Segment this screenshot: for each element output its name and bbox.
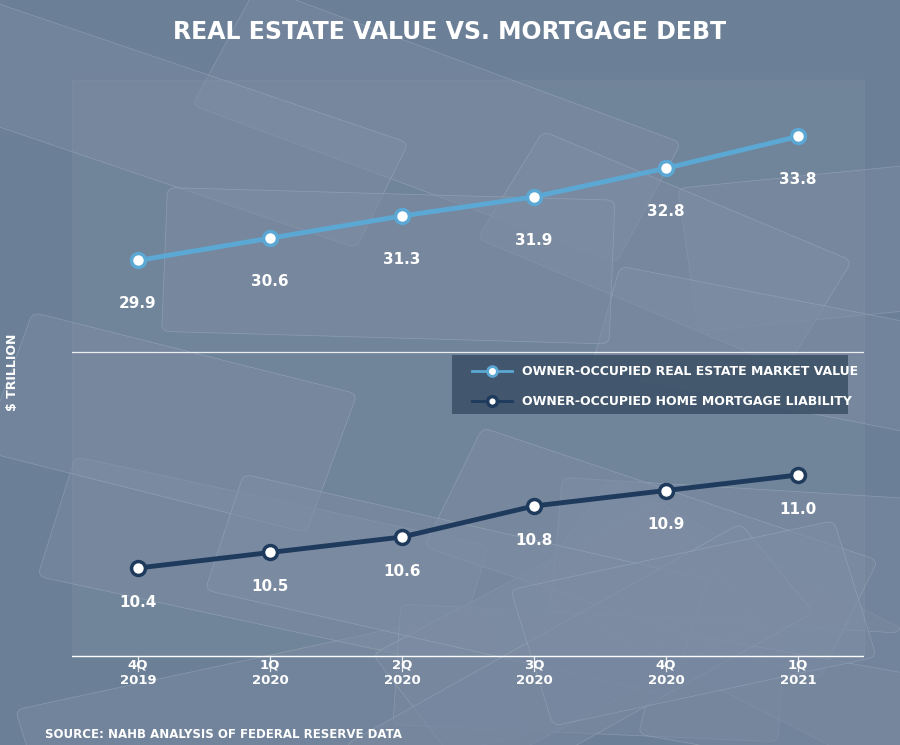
Text: 33.8: 33.8 (779, 172, 817, 187)
FancyBboxPatch shape (207, 475, 706, 694)
Text: 2020: 2020 (383, 674, 420, 687)
Text: 2020: 2020 (648, 674, 684, 687)
Text: SOURCE: NAHB ANALYSIS OF FEDERAL RESERVE DATA: SOURCE: NAHB ANALYSIS OF FEDERAL RESERVE… (45, 729, 402, 741)
FancyBboxPatch shape (480, 133, 850, 366)
FancyBboxPatch shape (0, 314, 356, 531)
FancyBboxPatch shape (512, 522, 875, 725)
Text: 10.8: 10.8 (516, 533, 553, 548)
FancyBboxPatch shape (194, 0, 679, 260)
FancyBboxPatch shape (17, 609, 526, 745)
FancyBboxPatch shape (551, 478, 900, 633)
Text: OWNER-OCCUPIED REAL ESTATE MARKET VALUE: OWNER-OCCUPIED REAL ESTATE MARKET VALUE (522, 365, 859, 378)
Text: 30.6: 30.6 (251, 274, 289, 289)
Text: 10.6: 10.6 (383, 564, 421, 579)
FancyBboxPatch shape (0, 0, 406, 246)
Text: 2Q: 2Q (392, 659, 412, 671)
Text: 2020: 2020 (252, 674, 288, 687)
Text: 1Q: 1Q (260, 659, 280, 671)
Text: 11.0: 11.0 (779, 502, 816, 517)
Text: $ TRILLION: $ TRILLION (6, 334, 19, 411)
FancyBboxPatch shape (452, 355, 848, 414)
FancyBboxPatch shape (348, 526, 810, 745)
Text: 1Q: 1Q (788, 659, 808, 671)
Text: 4Q: 4Q (656, 659, 676, 671)
Text: 10.4: 10.4 (120, 595, 157, 610)
FancyBboxPatch shape (375, 503, 755, 745)
Text: REAL ESTATE VALUE VS. MORTGAGE DEBT: REAL ESTATE VALUE VS. MORTGAGE DEBT (174, 19, 726, 44)
Text: 2020: 2020 (516, 674, 553, 687)
Text: 10.9: 10.9 (647, 517, 685, 533)
FancyBboxPatch shape (40, 458, 487, 664)
FancyBboxPatch shape (530, 482, 900, 745)
FancyBboxPatch shape (162, 188, 615, 343)
Text: 3Q: 3Q (524, 659, 544, 671)
FancyBboxPatch shape (427, 430, 876, 677)
Text: 32.8: 32.8 (647, 204, 685, 219)
Text: 29.9: 29.9 (119, 297, 157, 311)
Text: 10.5: 10.5 (251, 580, 289, 595)
Text: 2021: 2021 (779, 674, 816, 687)
FancyBboxPatch shape (592, 267, 900, 443)
Text: 2019: 2019 (120, 674, 157, 687)
Text: 31.9: 31.9 (516, 232, 553, 247)
FancyBboxPatch shape (640, 632, 900, 745)
Text: 31.3: 31.3 (383, 252, 420, 267)
Text: 4Q: 4Q (128, 659, 148, 671)
FancyBboxPatch shape (679, 139, 900, 331)
FancyBboxPatch shape (393, 605, 786, 741)
Text: OWNER-OCCUPIED HOME MORTGAGE LIABILITY: OWNER-OCCUPIED HOME MORTGAGE LIABILITY (522, 395, 852, 408)
